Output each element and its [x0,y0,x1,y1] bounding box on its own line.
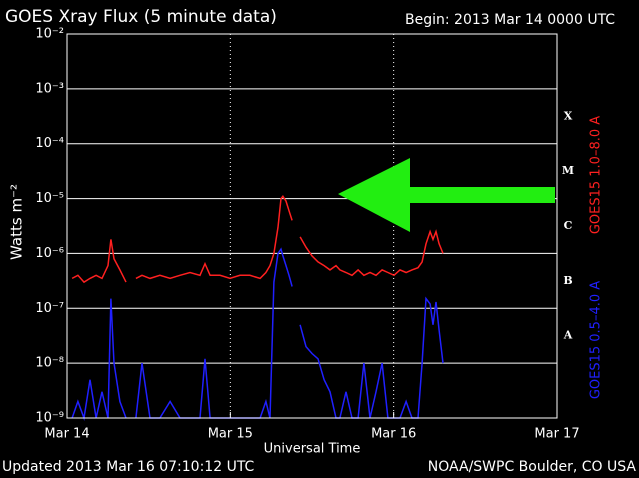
y-axis-label: Watts m⁻² [8,184,26,260]
series-line [135,247,293,419]
x-tick-label: Mar 17 [534,427,579,442]
footer-left: Updated 2013 Mar 16 07:10:12 UTC [2,459,255,475]
y-tick-label: 10⁻⁶ [35,246,64,261]
flare-class-label: C [564,219,573,232]
arrow-annotation [338,158,555,232]
y-tick-label: 10⁻⁵ [35,191,64,206]
series-line [71,298,127,421]
chart-title: GOES Xray Flux (5 minute data) [5,7,277,27]
flare-class-label: X [564,109,573,122]
series-line [299,296,444,419]
x-axis-label: Universal Time [264,442,361,457]
x-tick-label: Mar 16 [371,427,416,442]
series-line [71,239,127,284]
y-tick-label: 10⁻² [35,27,64,42]
flare-class-label: B [563,274,572,287]
x-tick-label: Mar 15 [208,427,253,442]
series-line [135,195,293,280]
series-line [299,229,444,277]
legend-label: GOES15 0.5–4.0 A [589,281,604,399]
chart-subtitle: Begin: 2013 Mar 14 0000 UTC [405,12,615,28]
y-tick-label: 10⁻⁹ [35,411,64,426]
footer-right: NOAA/SWPC Boulder, CO USA [428,459,637,475]
flare-class-label: M [562,164,574,177]
flare-class-label: A [563,329,573,342]
legend-label: GOES15 1.0–8.0 A [589,116,604,234]
x-tick-label: Mar 14 [44,427,89,442]
y-tick-label: 10⁻⁷ [35,301,64,316]
y-tick-label: 10⁻³ [35,81,64,96]
y-tick-label: 10⁻⁸ [35,356,64,371]
y-tick-label: 10⁻⁴ [35,136,64,151]
plot-frame [66,33,558,419]
